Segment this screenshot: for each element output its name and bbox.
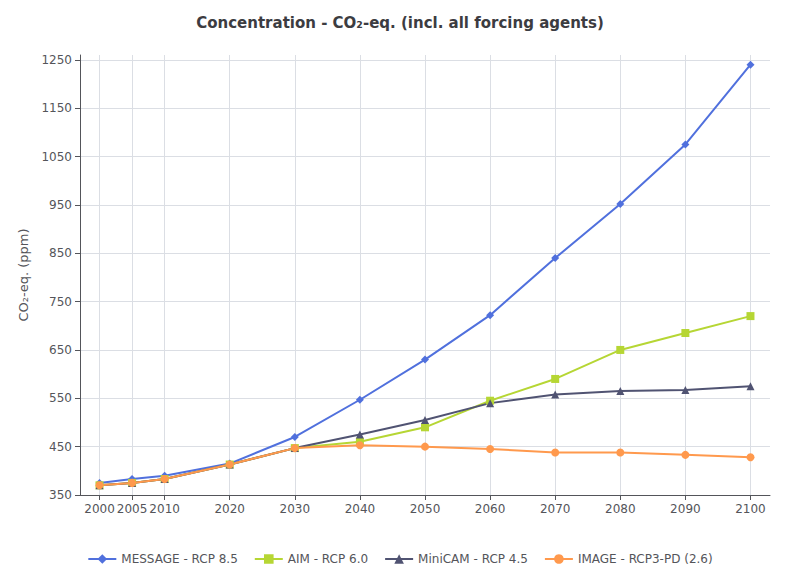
svg-text:950: 950	[49, 198, 72, 212]
svg-text:2030: 2030	[280, 502, 311, 516]
svg-text:450: 450	[49, 440, 72, 454]
svg-text:2040: 2040	[345, 502, 376, 516]
svg-text:1050: 1050	[41, 150, 72, 164]
svg-text:2000: 2000	[84, 502, 115, 516]
svg-text:2080: 2080	[605, 502, 636, 516]
svg-text:IMAGE - RCP3-PD (2.6): IMAGE - RCP3-PD (2.6)	[578, 552, 713, 566]
svg-text:2060: 2060	[475, 502, 506, 516]
svg-text:AIM - RCP 6.0: AIM - RCP 6.0	[288, 552, 368, 566]
svg-text:2020: 2020	[214, 502, 245, 516]
svg-text:550: 550	[49, 391, 72, 405]
svg-text:650: 650	[49, 343, 72, 357]
svg-text:MESSAGE - RCP 8.5: MESSAGE - RCP 8.5	[121, 552, 237, 566]
svg-text:850: 850	[49, 246, 72, 260]
svg-text:CO₂-eq. (ppm): CO₂-eq. (ppm)	[16, 228, 31, 321]
svg-text:2050: 2050	[410, 502, 441, 516]
svg-text:2090: 2090	[670, 502, 701, 516]
svg-text:350: 350	[49, 488, 72, 502]
svg-text:Concentration - CO₂-eq. (incl.: Concentration - CO₂-eq. (incl. all forci…	[196, 14, 604, 32]
svg-text:2005: 2005	[117, 502, 148, 516]
svg-text:1250: 1250	[41, 53, 72, 67]
svg-text:750: 750	[49, 295, 72, 309]
svg-text:MiniCAM - RCP 4.5: MiniCAM - RCP 4.5	[418, 552, 528, 566]
svg-text:2070: 2070	[540, 502, 571, 516]
svg-text:2100: 2100	[735, 502, 766, 516]
svg-text:2010: 2010	[149, 502, 180, 516]
svg-text:1150: 1150	[41, 101, 72, 115]
